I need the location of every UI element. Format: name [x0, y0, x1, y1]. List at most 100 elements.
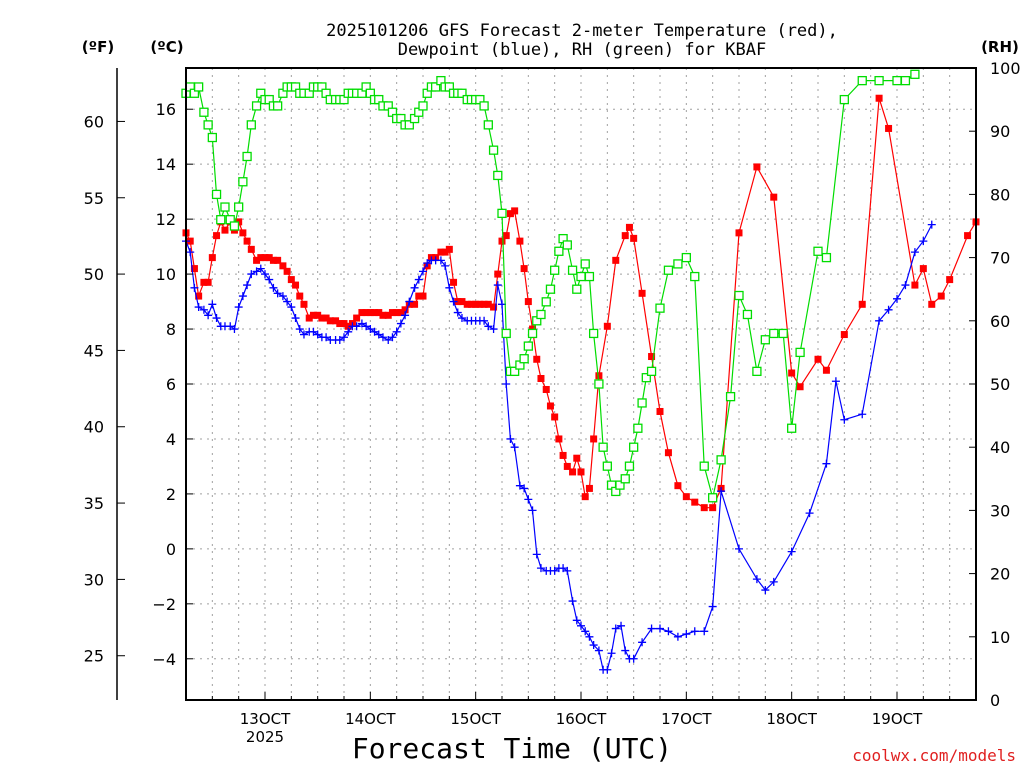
dewpoint-point — [322, 333, 331, 342]
temperature-point — [682, 493, 690, 501]
dewpoint-point — [278, 292, 287, 301]
temperature-point — [195, 292, 203, 300]
temperature-point — [411, 300, 419, 308]
dewpoint-point — [256, 264, 265, 273]
rh-point — [404, 120, 414, 130]
rh-point — [238, 177, 248, 187]
dewpoint-point — [656, 624, 664, 633]
temperature-point — [190, 265, 198, 273]
temperature-point — [612, 256, 620, 264]
celsius-tick-label: −4 — [152, 650, 176, 669]
dewpoint-point — [445, 283, 454, 292]
dewpoint-point — [436, 256, 445, 265]
temperature-point — [555, 435, 563, 443]
rh-point — [203, 120, 213, 130]
dewpoint-point — [901, 281, 910, 290]
temperature-point — [546, 402, 554, 410]
temperature-point — [314, 311, 322, 319]
temperature-point — [603, 322, 611, 330]
dewpoint-point — [717, 487, 726, 496]
temperature-point — [524, 298, 532, 306]
dewpoint-point — [927, 220, 936, 229]
temperature-point — [247, 245, 255, 253]
celsius-tick-label: 10 — [156, 265, 176, 284]
dewpoint-point — [510, 443, 519, 452]
dewpoint-point — [234, 303, 243, 312]
x-tick-year-label: 2025 — [246, 728, 284, 746]
temperature-point — [621, 232, 629, 240]
rh-point — [681, 252, 691, 263]
temperature-point — [625, 223, 633, 231]
temperature-point — [344, 322, 352, 330]
dewpoint-point — [621, 646, 630, 655]
temperature-point — [371, 309, 379, 317]
dewpoint-point — [357, 319, 366, 328]
dewpoint-point — [919, 237, 928, 246]
celsius-tick-label: 2 — [166, 485, 176, 504]
rh-point — [572, 284, 582, 294]
rh-point — [554, 246, 564, 256]
dewpoint-point — [884, 305, 893, 314]
dewpoint-point — [186, 248, 195, 257]
dewpoint-point — [295, 325, 304, 334]
temperature-point — [595, 372, 603, 380]
x-tick-label: 19OCT — [872, 710, 923, 728]
temperature-point — [340, 320, 348, 328]
x-tick-label: 18OCT — [766, 710, 817, 728]
temperature-point — [581, 493, 589, 501]
rh-point — [708, 493, 718, 503]
dewpoint-point — [647, 624, 656, 633]
temperature-point — [664, 449, 672, 457]
dewpoint-point — [536, 564, 545, 573]
celsius-tick-label: 0 — [166, 540, 176, 559]
dewpoint-point — [664, 627, 673, 636]
temperature-point — [336, 320, 344, 328]
temperature-point — [490, 303, 498, 311]
rh-point — [752, 366, 762, 377]
rh-point — [655, 303, 665, 313]
rh-unit-label: (RH) — [981, 38, 1019, 56]
rh-point — [874, 75, 884, 86]
rh-point — [646, 366, 657, 377]
dewpoint-point — [449, 297, 458, 306]
dewpoint-point — [287, 303, 296, 312]
rh-point — [839, 94, 849, 105]
dewpoint-point — [269, 283, 278, 292]
dewpoint-point — [752, 575, 761, 584]
dewpoint-point — [761, 586, 770, 595]
dewpoint-point — [673, 632, 682, 641]
rh-point — [497, 208, 507, 219]
dewpoint-point — [212, 314, 221, 323]
temperature-point — [415, 292, 423, 300]
dewpoint-point — [858, 410, 867, 419]
fahrenheit-tick-label: 50 — [84, 265, 104, 284]
temperature-point — [480, 300, 488, 308]
temperature-point — [770, 193, 778, 201]
temperature-point — [656, 407, 664, 415]
dewpoint-point — [313, 330, 322, 339]
temperature-point — [296, 292, 304, 300]
temperature-point — [397, 309, 405, 317]
dewpoint-point — [273, 289, 282, 298]
rh-point — [509, 366, 520, 377]
dewpoint-point — [414, 275, 423, 284]
rh-point — [769, 328, 779, 339]
series-layer — [181, 69, 980, 674]
temperature-point — [332, 317, 340, 325]
dewpoint-point — [405, 297, 414, 306]
temperature-point — [638, 289, 646, 297]
rh-point — [483, 120, 493, 130]
temperature-point — [563, 462, 571, 470]
fahrenheit-tick-label: 35 — [84, 494, 104, 513]
rh-point — [734, 290, 744, 301]
dewpoint-point — [769, 577, 778, 586]
rh-point — [633, 423, 643, 433]
temperature-point — [928, 300, 936, 308]
rh-point — [892, 75, 902, 86]
celsius-tick-label: 14 — [156, 155, 176, 174]
temperature-point — [200, 278, 208, 286]
dewpoint-point — [638, 638, 647, 647]
temperature-point — [472, 300, 480, 308]
axes: 1614121086420−2−460555045403530251009080… — [84, 59, 1021, 746]
